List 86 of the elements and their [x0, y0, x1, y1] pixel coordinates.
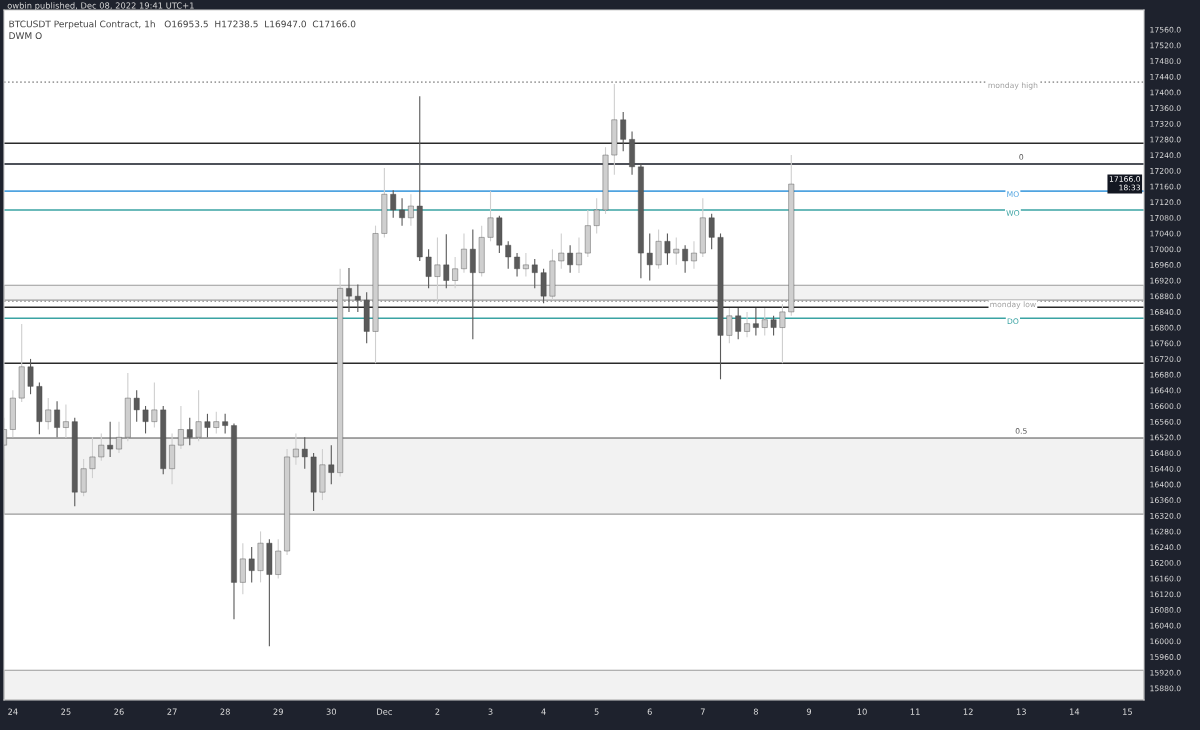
candlestick — [443, 233, 450, 289]
x-tick-label: 2 — [435, 708, 440, 715]
candlestick — [98, 432, 105, 462]
candlestick — [753, 307, 759, 336]
candlestick — [399, 197, 405, 227]
candlestick — [567, 244, 573, 274]
candlestick — [328, 444, 335, 485]
x-tick-label: 30 — [326, 708, 337, 715]
candlestick — [726, 307, 733, 344]
x-tick-label: 27 — [167, 708, 177, 715]
candlestick — [169, 432, 175, 485]
candlestick — [425, 248, 432, 289]
candlestick — [222, 413, 229, 434]
candlestick — [487, 190, 494, 242]
candlestick — [779, 303, 786, 364]
x-tick-label: 10 — [857, 708, 867, 715]
candlestick — [469, 228, 476, 340]
x-tick-label: 7 — [700, 708, 705, 715]
candlestick — [354, 283, 361, 313]
candlestick — [655, 228, 662, 270]
candlestick — [664, 232, 671, 266]
candlestick — [514, 252, 520, 278]
candlestick — [576, 236, 582, 274]
candlestick — [116, 421, 122, 454]
candlestick — [142, 405, 149, 434]
candlestick — [673, 236, 680, 266]
x-tick-label: 24 — [8, 708, 18, 715]
candlestick — [151, 381, 158, 429]
candlestick — [89, 436, 96, 479]
candlestick — [770, 315, 777, 336]
candlestick — [293, 432, 299, 466]
candlestick — [275, 538, 282, 580]
candlestick — [691, 240, 697, 270]
text: DWM O — [9, 32, 42, 40]
candlestick — [461, 232, 467, 274]
candlestick — [558, 232, 565, 270]
annotation: owbin published, Dec 08, 2022 19:41 UTC+1 — [7, 2, 194, 11]
x-tick-label: 29 — [273, 708, 283, 715]
x-tick-label: 4 — [541, 708, 546, 715]
x-tick-label: 13 — [1016, 708, 1026, 715]
candlestick — [178, 405, 184, 450]
x-tick-label: 26 — [114, 708, 124, 715]
candlestick — [239, 542, 246, 595]
candlestick — [45, 397, 52, 431]
candlestick — [390, 189, 397, 219]
candlestick — [708, 213, 715, 250]
candlestick — [735, 307, 742, 340]
candlestick — [346, 267, 352, 313]
candlestick — [540, 268, 547, 304]
candlestick — [620, 111, 627, 152]
candlestick — [761, 307, 768, 336]
candlestick — [54, 400, 60, 438]
candlestick — [301, 436, 308, 470]
x-tick-label: 12 — [963, 708, 973, 715]
x-tick-label: 6 — [647, 708, 652, 715]
candlestick — [646, 232, 653, 282]
candlestick — [248, 546, 255, 583]
x-tick-label: 14 — [1069, 708, 1080, 715]
candlestick — [195, 389, 202, 442]
candlestick — [452, 256, 458, 289]
x-tick-label: 3 — [488, 708, 493, 715]
candlestick — [80, 458, 87, 497]
x-tick-label: 15 — [1123, 708, 1132, 715]
candlestick — [505, 240, 512, 270]
x-tick-label: Dec — [377, 708, 392, 715]
candlestick — [27, 358, 34, 395]
candlestick — [682, 244, 688, 274]
x-tick-label: 25 — [61, 708, 71, 715]
candlestick — [107, 421, 114, 458]
candlestick — [744, 311, 750, 338]
candlestick — [213, 411, 220, 434]
candlestick — [408, 193, 414, 227]
candlestick — [186, 417, 193, 446]
x-tick-label: 8 — [753, 708, 758, 715]
candlestick — [63, 403, 69, 439]
x-tick-label: 9 — [806, 708, 812, 715]
x-tick-label: 28 — [220, 708, 230, 715]
candlestick — [133, 389, 140, 423]
candlestick — [204, 413, 211, 438]
x-tick-label: 5 — [594, 708, 599, 715]
candlestick — [593, 197, 600, 235]
candlestick — [523, 252, 529, 278]
x-tick-label: 11 — [910, 708, 920, 715]
text: BTCUSDT Perpetual Contract, 1h O16953.5 H17238.5 L16947.0 C17166.0 — [9, 20, 356, 30]
candlestick — [434, 236, 441, 305]
candlestick — [531, 258, 538, 289]
